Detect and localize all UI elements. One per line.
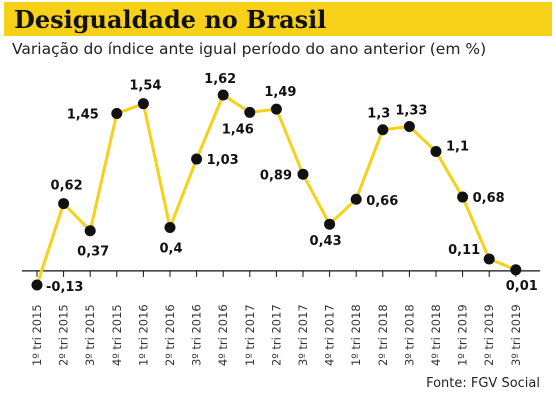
x-tick-label: 1º tri 2018 bbox=[349, 304, 363, 366]
x-tick-label: 1º tri 2017 bbox=[243, 304, 257, 366]
data-label: 1,45 bbox=[67, 107, 99, 122]
data-point bbox=[191, 153, 203, 165]
data-label: 0,89 bbox=[260, 168, 292, 183]
data-point bbox=[350, 193, 362, 205]
chart-subtitle: Variação do índice ante igual período do… bbox=[12, 40, 487, 58]
title-bar: Desigualdade no Brasil bbox=[4, 2, 552, 36]
x-tick-label: 3º tri 2019 bbox=[509, 304, 523, 366]
data-point bbox=[270, 103, 282, 115]
data-label: 0,68 bbox=[473, 191, 505, 206]
data-point bbox=[324, 218, 336, 230]
x-tick-label: 3º tri 2015 bbox=[83, 304, 97, 366]
data-label: 0,11 bbox=[448, 243, 480, 258]
data-label: 1,46 bbox=[222, 122, 254, 137]
data-label: -0,13 bbox=[46, 280, 83, 295]
data-point bbox=[457, 191, 469, 203]
data-label: 1,03 bbox=[207, 153, 239, 168]
x-tick-label: 1º tri 2015 bbox=[30, 304, 44, 366]
data-label: 1,3 bbox=[367, 107, 390, 122]
data-point bbox=[377, 124, 389, 136]
data-point bbox=[244, 106, 256, 118]
data-point bbox=[58, 198, 70, 210]
data-label: 1,49 bbox=[264, 85, 296, 100]
data-point bbox=[84, 225, 96, 237]
data-point bbox=[430, 145, 442, 157]
x-tick-label: 2º tri 2019 bbox=[482, 304, 496, 366]
data-point bbox=[510, 264, 522, 276]
x-tick-label: 2º tri 2017 bbox=[269, 304, 283, 366]
data-label: 0,4 bbox=[159, 241, 182, 256]
x-tick-label: 4º tri 2015 bbox=[110, 304, 124, 366]
x-tick-label: 2º tri 2018 bbox=[376, 304, 390, 366]
x-tick-label: 2º tri 2016 bbox=[163, 304, 177, 366]
x-tick-label: 1º tri 2016 bbox=[136, 304, 150, 366]
source-note: Fonte: FGV Social bbox=[426, 376, 540, 391]
data-point bbox=[217, 89, 229, 101]
data-label: 0,62 bbox=[51, 179, 83, 194]
data-label: 1,1 bbox=[446, 139, 469, 154]
data-label: 0,43 bbox=[310, 234, 342, 249]
data-point bbox=[297, 168, 309, 180]
data-label: 0,66 bbox=[366, 194, 398, 209]
x-tick-label: 1º tri 2019 bbox=[456, 304, 470, 366]
x-tick-label: 4º tri 2018 bbox=[429, 304, 443, 366]
x-tick-label: 3º tri 2018 bbox=[402, 304, 416, 366]
data-point bbox=[483, 253, 495, 265]
x-tick-label: 2º tri 2015 bbox=[57, 304, 71, 366]
data-label: 0,37 bbox=[77, 245, 109, 260]
data-point bbox=[403, 120, 415, 132]
x-tick-label: 4º tri 2017 bbox=[323, 304, 337, 366]
data-point bbox=[137, 98, 149, 110]
data-label: 1,62 bbox=[204, 72, 236, 87]
data-label: 1,54 bbox=[129, 79, 161, 94]
x-tick-label: 3º tri 2016 bbox=[190, 304, 204, 366]
x-tick-label: 3º tri 2017 bbox=[296, 304, 310, 366]
x-tick-label: 4º tri 2016 bbox=[216, 304, 230, 366]
data-label: 0,01 bbox=[506, 279, 538, 294]
data-point bbox=[31, 279, 43, 291]
data-point bbox=[164, 221, 176, 233]
chart-title: Desigualdade no Brasil bbox=[14, 5, 327, 34]
data-label: 1,33 bbox=[395, 103, 427, 118]
data-point bbox=[111, 107, 123, 119]
